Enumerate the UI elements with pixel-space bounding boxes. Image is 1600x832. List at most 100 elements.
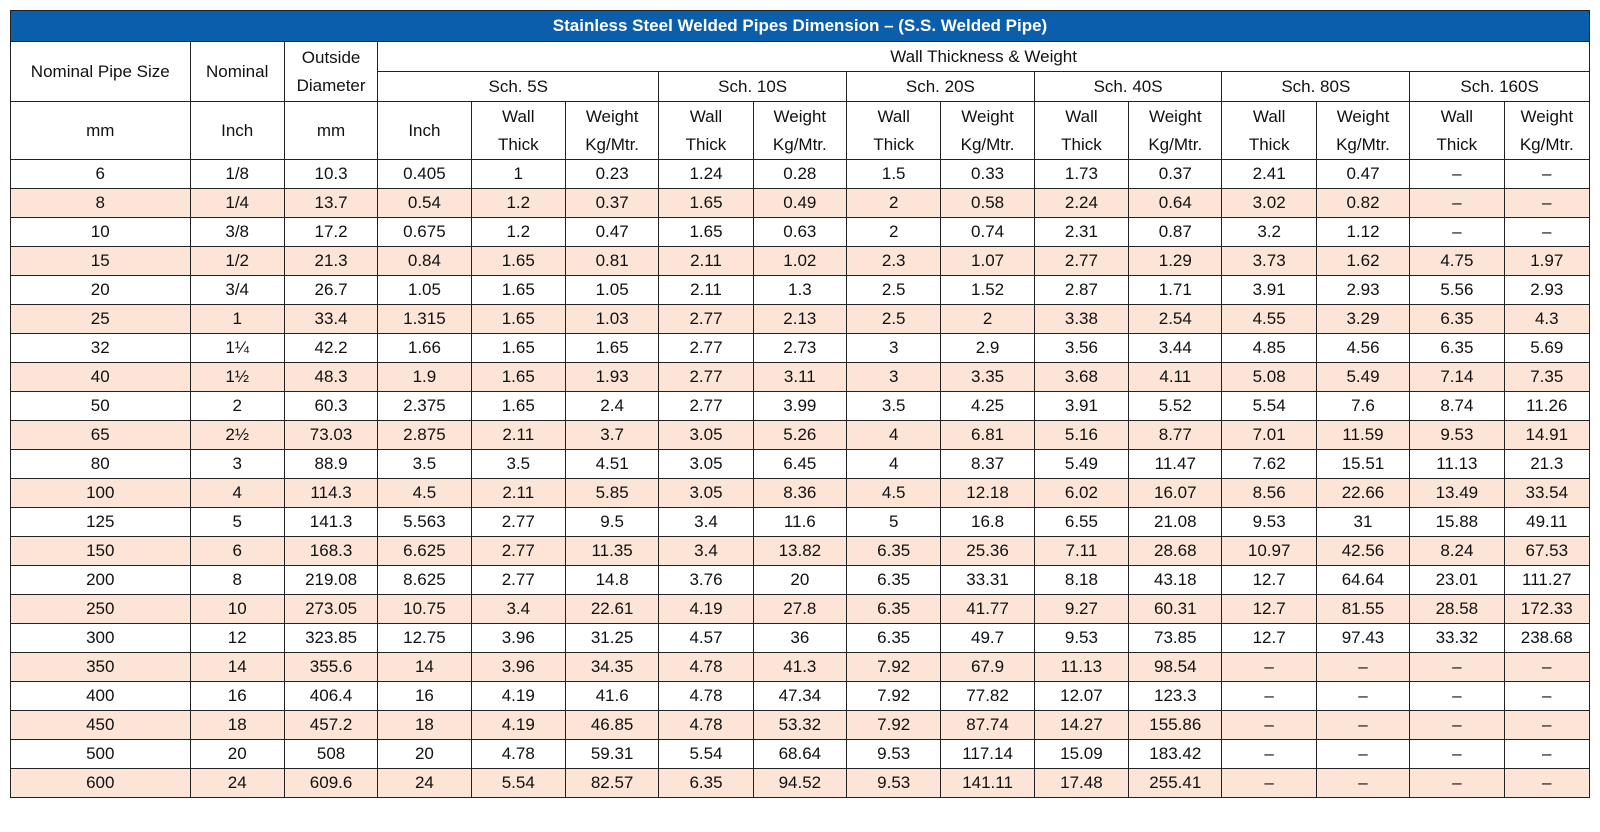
- unit-weight-line2: Kg/Mtr.: [960, 134, 1015, 154]
- cell-sch10s-wall: 4.19: [658, 594, 754, 624]
- unit-wall-thick-80s: Wall Thick: [1221, 101, 1317, 160]
- cell-sch5s-wall: 4.19: [470, 710, 566, 740]
- cell-nps-mm: 15: [10, 246, 191, 276]
- cell-sch40s-weight: 183.42: [1128, 739, 1223, 769]
- cell-sch5s-weight: 4.51: [564, 449, 660, 479]
- table-row: 40 1½ 48.3 1.9 1.65 1.93 2.77 3.11 3 3.35 3.68 4.11…: [10, 362, 1591, 392]
- cell-sch5s-wall: 1.65: [470, 333, 566, 363]
- cell-sch160s-wall: 7.14: [1409, 362, 1505, 392]
- cell-od-mm: 323.85: [283, 623, 379, 653]
- cell-sch20s-weight: 49.7: [940, 623, 1035, 653]
- cell-sch160s-weight: 5.69: [1503, 333, 1591, 363]
- cell-sch5s-weight: 34.35: [564, 652, 660, 682]
- cell-nps-mm: 100: [10, 478, 191, 508]
- cell-sch160s-weight: 4.3: [1503, 304, 1591, 334]
- cell-sch5s-weight: 9.5: [564, 507, 660, 537]
- cell-sch5s-weight: 1.93: [564, 362, 660, 392]
- cell-sch10s-wall: 3.05: [658, 420, 754, 450]
- unit-wall-line2: Thick: [1061, 134, 1102, 154]
- cell-sch80s-wall: 12.7: [1221, 565, 1317, 595]
- unit-weight-line2: Kg/Mtr.: [585, 134, 640, 154]
- unit-weight-line2: Kg/Mtr.: [1148, 134, 1203, 154]
- cell-sch10s-wall: 3.76: [658, 565, 754, 595]
- cell-sch40s-weight: 0.37: [1128, 159, 1223, 189]
- cell-sch40s-weight: 8.77: [1128, 420, 1223, 450]
- cell-sch160s-weight: 2.93: [1503, 275, 1591, 305]
- cell-sch80s-weight: 7.6: [1315, 391, 1411, 421]
- cell-sch80s-wall: 9.53: [1221, 507, 1317, 537]
- cell-nps-mm: 400: [10, 681, 191, 711]
- cell-nominal-inch: 2: [189, 391, 285, 421]
- cell-sch40s-weight: 1.29: [1128, 246, 1223, 276]
- cell-od-mm: 609.6: [283, 768, 379, 798]
- cell-sch160s-wall: 23.01: [1409, 565, 1505, 595]
- cell-sch40s-wall: 8.18: [1033, 565, 1130, 595]
- cell-sch80s-weight: –: [1315, 710, 1411, 740]
- header-schedule-10s: Sch. 10S: [658, 71, 848, 102]
- cell-nps-mm: 125: [10, 507, 191, 537]
- cell-sch10s-weight: 5.26: [752, 420, 848, 450]
- cell-od-mm: 141.3: [283, 507, 379, 537]
- cell-od-mm: 33.4: [283, 304, 379, 334]
- unit-wall-thick-160s: Wall Thick: [1409, 101, 1505, 160]
- cell-sch160s-wall: –: [1409, 159, 1505, 189]
- cell-nominal-inch: 8: [189, 565, 285, 595]
- cell-sch5s-wall: 1.2: [470, 217, 566, 247]
- table-row: 100 4 114.3 4.5 2.11 5.85 3.05 8.36 4.5 12.18 6.02…: [10, 478, 1591, 508]
- cell-sch40s-weight: 73.85: [1128, 623, 1223, 653]
- cell-sch160s-wall: –: [1409, 652, 1505, 682]
- cell-sch20s-weight: 12.18: [940, 478, 1035, 508]
- cell-sch80s-wall: 3.2: [1221, 217, 1317, 247]
- cell-sch5s-weight: 3.7: [564, 420, 660, 450]
- cell-sch20s-weight: 0.33: [940, 159, 1035, 189]
- cell-sch5s-weight: 0.37: [564, 188, 660, 218]
- cell-sch160s-wall: –: [1409, 217, 1505, 247]
- cell-sch160s-weight: 111.27: [1503, 565, 1591, 595]
- table-row: 6 1/8 10.3 0.405 1 0.23 1.24 0.28 1.5 0.33 1.73 0.3…: [10, 159, 1591, 189]
- cell-sch40s-wall: 3.56: [1033, 333, 1130, 363]
- unit-weight-160s: Weight Kg/Mtr.: [1503, 101, 1591, 160]
- cell-sch80s-weight: 42.56: [1315, 536, 1411, 566]
- table-row: 125 5 141.3 5.563 2.77 9.5 3.4 11.6 5 16.8 6.55 21.…: [10, 507, 1591, 537]
- cell-od-mm: 48.3: [283, 362, 379, 392]
- header-schedule-20s: Sch. 20S: [846, 71, 1035, 102]
- cell-sch20s-wall: 2: [846, 188, 942, 218]
- cell-sch40s-weight: 28.68: [1128, 536, 1223, 566]
- cell-nominal-inch: 24: [189, 768, 285, 798]
- cell-od-mm: 10.3: [283, 159, 379, 189]
- cell-sch10s-wall: 3.05: [658, 449, 754, 479]
- cell-od-mm: 219.08: [283, 565, 379, 595]
- cell-nps-mm: 50: [10, 391, 191, 421]
- cell-od-mm: 17.2: [283, 217, 379, 247]
- cell-sch40s-weight: 3.44: [1128, 333, 1223, 363]
- cell-sch5s-wall: 3.4: [470, 594, 566, 624]
- cell-od-inch: 1.315: [377, 304, 472, 334]
- unit-wall-line2: Thick: [497, 134, 539, 154]
- cell-sch20s-wall: 2.3: [846, 246, 942, 276]
- cell-nominal-inch: 3: [189, 449, 285, 479]
- unit-wall-thick-10s: Wall Thick: [658, 101, 754, 160]
- header-schedule-40s: Sch. 40S: [1033, 71, 1223, 102]
- cell-sch80s-wall: 4.85: [1221, 333, 1317, 363]
- cell-od-inch: 16: [377, 681, 472, 711]
- table-row: 300 12 323.85 12.75 3.96 31.25 4.57 36 6.35 49.7 9…: [10, 623, 1591, 653]
- cell-od-mm: 88.9: [283, 449, 379, 479]
- table-title: Stainless Steel Welded Pipes Dimension –…: [10, 10, 1590, 42]
- cell-sch20s-wall: 3: [846, 362, 942, 392]
- cell-sch40s-weight: 1.71: [1128, 275, 1223, 305]
- cell-sch40s-wall: 12.07: [1033, 681, 1130, 711]
- cell-od-mm: 13.7: [283, 188, 379, 218]
- cell-sch5s-weight: 0.23: [564, 159, 660, 189]
- cell-sch40s-wall: 3.38: [1033, 304, 1130, 334]
- cell-nominal-inch: 1½: [189, 362, 285, 392]
- unit-weight-line1: Weight: [1336, 106, 1390, 126]
- cell-od-inch: 1.05: [377, 275, 472, 305]
- table-row: 32 1¼ 42.2 1.66 1.65 1.65 2.77 2.73 3 2.9 3.56 3.44…: [10, 333, 1591, 363]
- cell-sch20s-wall: 6.35: [846, 536, 942, 566]
- cell-sch160s-wall: 9.53: [1409, 420, 1505, 450]
- cell-sch20s-wall: 4: [846, 420, 942, 450]
- unit-weight-line1: Weight: [773, 106, 827, 126]
- cell-od-mm: 457.2: [283, 710, 379, 740]
- cell-sch160s-wall: –: [1409, 710, 1505, 740]
- cell-sch80s-weight: –: [1315, 739, 1411, 769]
